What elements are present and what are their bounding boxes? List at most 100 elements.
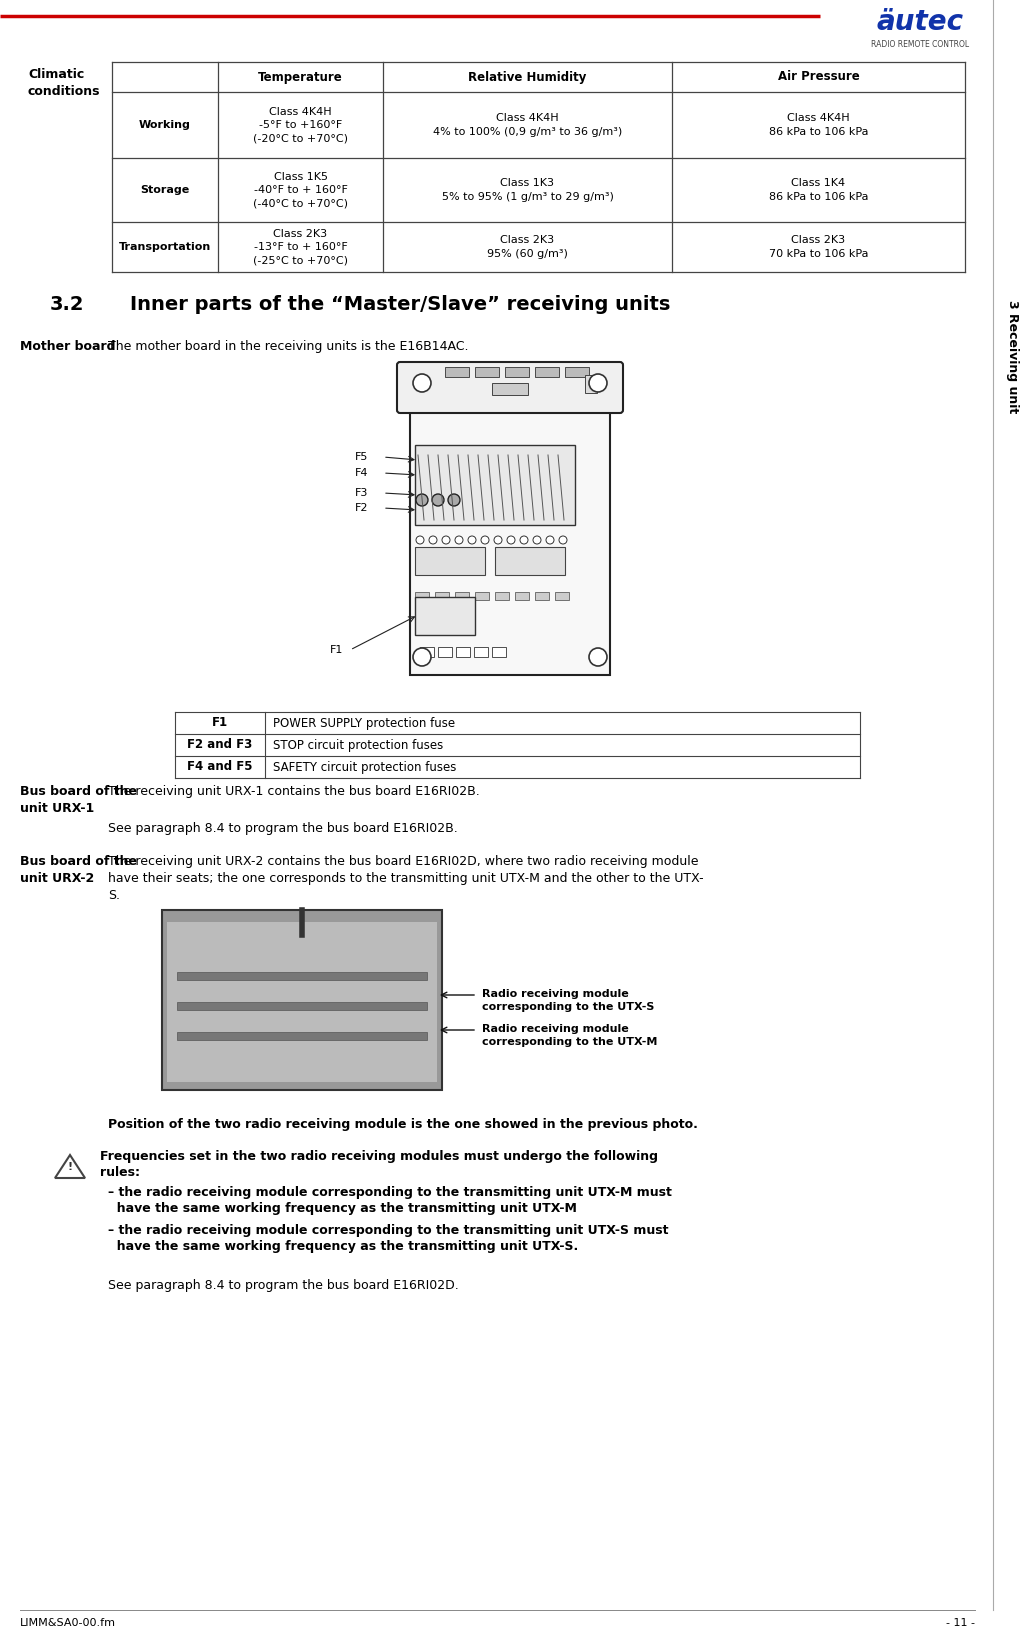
Bar — [177, 1032, 427, 1040]
Text: Temperature: Temperature — [258, 70, 343, 83]
Text: Air Pressure: Air Pressure — [777, 70, 859, 83]
Circle shape — [494, 537, 502, 545]
Text: Frequencies set in the two radio receiving modules must undergo the following: Frequencies set in the two radio receivi… — [100, 1150, 658, 1163]
Bar — [535, 366, 559, 376]
Text: – the radio receiving module corresponding to the transmitting unit UTX-S must: – the radio receiving module correspondi… — [108, 1224, 669, 1237]
Circle shape — [520, 537, 528, 545]
Bar — [438, 646, 452, 658]
Bar — [565, 366, 589, 376]
Text: Storage: Storage — [140, 185, 189, 195]
Text: F4: F4 — [355, 468, 369, 478]
Text: conditions: conditions — [28, 85, 100, 98]
Bar — [415, 445, 575, 525]
Text: S.: S. — [108, 888, 120, 901]
Text: unit URX-1: unit URX-1 — [20, 802, 94, 815]
Text: Class 2K3
95% (60 g/m³): Class 2K3 95% (60 g/m³) — [487, 236, 568, 258]
Text: äutec: äutec — [877, 8, 964, 36]
Text: Bus board of the: Bus board of the — [20, 785, 137, 798]
Circle shape — [416, 537, 424, 545]
Text: F1: F1 — [212, 717, 228, 730]
Text: RADIO REMOTE CONTROL: RADIO REMOTE CONTROL — [871, 39, 969, 49]
Text: See paragraph 8.4 to program the bus board E16RI02D.: See paragraph 8.4 to program the bus boa… — [108, 1279, 459, 1292]
Text: Working: Working — [139, 119, 190, 129]
Bar — [410, 365, 610, 676]
Bar — [420, 646, 434, 658]
Text: Bus board of the: Bus board of the — [20, 856, 137, 869]
Text: Position of the two radio receiving module is the one showed in the previous pho: Position of the two radio receiving modu… — [108, 1117, 698, 1130]
Bar — [535, 592, 549, 600]
Text: LIMM&SA0-00.fm: LIMM&SA0-00.fm — [20, 1618, 116, 1628]
Circle shape — [416, 494, 428, 506]
Bar — [177, 1001, 427, 1009]
Bar — [435, 592, 449, 600]
Text: STOP circuit protection fuses: STOP circuit protection fuses — [273, 738, 443, 751]
Circle shape — [455, 537, 463, 545]
Circle shape — [559, 537, 567, 545]
Circle shape — [429, 537, 437, 545]
Text: Class 4K4H
4% to 100% (0,9 g/m³ to 36 g/m³): Class 4K4H 4% to 100% (0,9 g/m³ to 36 g/… — [433, 113, 623, 136]
Bar — [415, 546, 485, 574]
Text: The receiving unit URX-1 contains the bus board E16RI02B.: The receiving unit URX-1 contains the bu… — [108, 785, 480, 798]
Text: Radio receiving module
corresponding to the UTX-M: Radio receiving module corresponding to … — [482, 1024, 657, 1047]
Text: Class 1K4
86 kPa to 106 kPa: Class 1K4 86 kPa to 106 kPa — [769, 178, 868, 201]
Text: See paragraph 8.4 to program the bus board E16RI02B.: See paragraph 8.4 to program the bus boa… — [108, 821, 458, 834]
Text: POWER SUPPLY protection fuse: POWER SUPPLY protection fuse — [273, 717, 455, 730]
Bar — [505, 366, 529, 376]
Circle shape — [481, 537, 489, 545]
Text: Class 1K5
-40°F to + 160°F
(-40°C to +70°C): Class 1K5 -40°F to + 160°F (-40°C to +70… — [253, 172, 348, 208]
Text: The mother board in the receiving units is the E16B14AC.: The mother board in the receiving units … — [108, 340, 469, 353]
Text: Class 2K3
70 kPa to 106 kPa: Class 2K3 70 kPa to 106 kPa — [769, 236, 868, 258]
Circle shape — [507, 537, 515, 545]
Bar — [515, 592, 529, 600]
Text: Class 1K3
5% to 95% (1 g/m³ to 29 g/m³): Class 1K3 5% to 95% (1 g/m³ to 29 g/m³) — [441, 178, 613, 201]
Text: rules:: rules: — [100, 1166, 140, 1180]
Text: F5: F5 — [355, 452, 369, 461]
Text: Class 2K3
-13°F to + 160°F
(-25°C to +70°C): Class 2K3 -13°F to + 160°F (-25°C to +70… — [253, 229, 348, 265]
Bar — [415, 592, 429, 600]
Text: Radio receiving module
corresponding to the UTX-S: Radio receiving module corresponding to … — [482, 990, 654, 1013]
Bar — [456, 646, 470, 658]
Bar — [162, 910, 442, 1090]
Text: have their seats; the one corresponds to the transmitting unit UTX-M and the oth: have their seats; the one corresponds to… — [108, 872, 703, 885]
Circle shape — [589, 648, 607, 666]
Text: The receiving unit URX-2 contains the bus board E16RI02D, where two radio receiv: The receiving unit URX-2 contains the bu… — [108, 856, 698, 869]
Text: Transportation: Transportation — [119, 242, 211, 252]
Text: SAFETY circuit protection fuses: SAFETY circuit protection fuses — [273, 761, 457, 774]
Circle shape — [589, 375, 607, 393]
Text: have the same working frequency as the transmitting unit UTX-S.: have the same working frequency as the t… — [108, 1240, 579, 1253]
Circle shape — [432, 494, 444, 506]
Text: Inner parts of the “Master/Slave” receiving units: Inner parts of the “Master/Slave” receiv… — [130, 294, 671, 314]
Bar — [455, 592, 469, 600]
Text: 3 Receiving unit: 3 Receiving unit — [1007, 299, 1020, 414]
Circle shape — [546, 537, 554, 545]
Circle shape — [449, 494, 460, 506]
Circle shape — [413, 375, 431, 393]
Text: – the radio receiving module corresponding to the transmitting unit UTX-M must: – the radio receiving module correspondi… — [108, 1186, 672, 1199]
Text: F2 and F3: F2 and F3 — [187, 738, 253, 751]
Text: F1: F1 — [330, 645, 343, 654]
Text: - 11 -: - 11 - — [946, 1618, 975, 1628]
Bar — [475, 592, 489, 600]
Text: F4 and F5: F4 and F5 — [187, 761, 253, 774]
Bar — [585, 375, 597, 393]
Bar — [492, 646, 506, 658]
Bar — [415, 597, 475, 635]
Text: have the same working frequency as the transmitting unit UTX-M: have the same working frequency as the t… — [108, 1202, 577, 1216]
Circle shape — [442, 537, 450, 545]
Circle shape — [468, 537, 476, 545]
Bar — [492, 383, 528, 394]
Bar — [445, 366, 469, 376]
Bar — [475, 366, 499, 376]
FancyBboxPatch shape — [397, 362, 623, 412]
Bar — [495, 592, 509, 600]
Text: F3: F3 — [355, 488, 369, 497]
Bar — [495, 546, 565, 574]
Circle shape — [534, 537, 541, 545]
Text: unit URX-2: unit URX-2 — [20, 872, 94, 885]
Text: Class 4K4H
-5°F to +160°F
(-20°C to +70°C): Class 4K4H -5°F to +160°F (-20°C to +70°… — [253, 106, 348, 144]
Bar — [177, 972, 427, 980]
Text: Mother board: Mother board — [20, 340, 116, 353]
Text: F2: F2 — [355, 502, 369, 514]
Bar — [555, 592, 569, 600]
Text: !: ! — [68, 1162, 73, 1171]
